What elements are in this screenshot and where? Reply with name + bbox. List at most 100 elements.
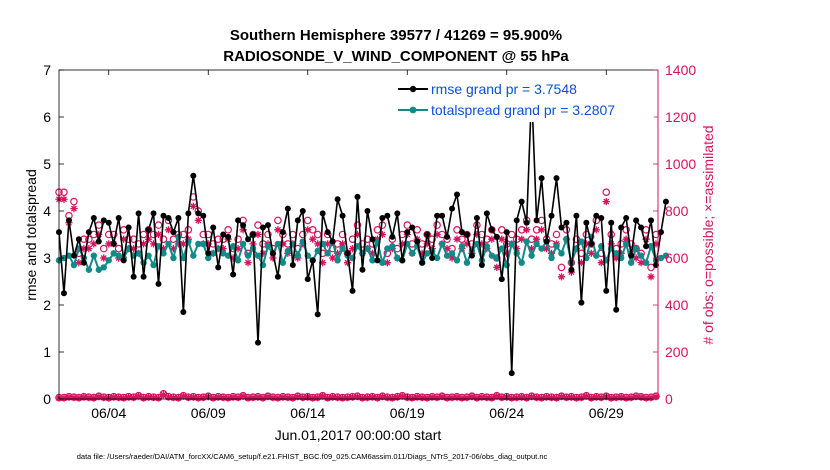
- obs-bottom-assimilated-marker: [358, 394, 367, 402]
- obs-bottom-assimilated-marker: [637, 393, 645, 401]
- y-right-tick-label: 0: [665, 391, 673, 407]
- totalspread-point: [369, 257, 376, 264]
- rmse-point: [384, 212, 391, 219]
- rmse-point: [150, 210, 157, 217]
- totalspread-point: [234, 257, 242, 264]
- rmse-point: [643, 243, 650, 250]
- totalspread-point: [339, 245, 346, 252]
- rmse-point: [503, 229, 510, 236]
- rmse-point: [389, 233, 396, 240]
- obs-bottom-assimilated-marker: [398, 392, 406, 400]
- obs-assimilated-marker: [518, 235, 526, 243]
- totalspread-point: [423, 250, 431, 257]
- obs-bottom-assimilated-marker: [80, 393, 88, 401]
- totalspread-point: [463, 259, 471, 266]
- y-right-tick-label: 1200: [665, 109, 696, 125]
- obs-assimilated-marker: [324, 240, 332, 248]
- totalspread-point: [324, 250, 331, 257]
- series-layer: [55, 88, 670, 402]
- totalspread-point: [210, 250, 217, 257]
- obs-bottom-assimilated-marker: [338, 394, 347, 402]
- totalspread-point: [200, 240, 207, 248]
- obs-assimilated-marker: [607, 240, 615, 248]
- obs-assimilated-marker: [353, 230, 362, 239]
- rmse-point: [279, 229, 286, 236]
- obs-possible-marker: [298, 230, 307, 239]
- obs-bottom-assimilated-marker: [513, 393, 521, 402]
- totalspread-point: [70, 261, 78, 269]
- obs-bottom-assimilated-marker: [95, 393, 103, 401]
- rmse-point: [245, 236, 252, 243]
- totalspread-point: [508, 240, 515, 248]
- obs-assimilated-marker: [348, 245, 357, 253]
- obs-assimilated-marker: [622, 235, 630, 243]
- rmse-point: [553, 175, 560, 182]
- rmse-point: [60, 290, 67, 297]
- obs-bottom-assimilated-marker: [199, 393, 207, 402]
- obs-possible-marker: [159, 235, 168, 244]
- obs-bottom-assimilated-marker: [154, 394, 163, 402]
- rmse-point: [259, 224, 266, 231]
- x-tick-label: 06/14: [290, 405, 325, 421]
- obs-bottom-assimilated-marker: [363, 393, 372, 402]
- obs-bottom-assimilated-marker: [463, 393, 471, 402]
- totalspread-point: [647, 243, 655, 250]
- x-tick-label: 06/04: [91, 405, 126, 421]
- rmse-point: [324, 229, 331, 236]
- rmse-point: [200, 212, 207, 219]
- rmse-point: [468, 252, 475, 259]
- obs-bottom-assimilated-marker: [488, 394, 496, 402]
- rmse-point: [299, 208, 306, 214]
- totalspread-point: [160, 250, 167, 257]
- obs-bottom-assimilated-marker: [334, 393, 342, 402]
- rmse-point: [90, 215, 97, 222]
- rmse-point: [180, 309, 187, 316]
- totalspread-point: [314, 247, 321, 255]
- obs-bottom-assimilated-marker: [219, 393, 227, 402]
- rmse-point: [240, 222, 247, 229]
- obs-assimilated-marker: [159, 245, 168, 253]
- obs-assimilated-marker: [229, 254, 237, 262]
- totalspread-point: [135, 250, 142, 257]
- obs-assimilated-marker: [537, 226, 546, 234]
- y-left-tick-label: 2: [43, 297, 51, 313]
- obs-bottom-assimilated-marker: [189, 393, 197, 401]
- totalspread-point: [548, 254, 555, 262]
- rmse-point: [414, 238, 421, 245]
- rmse-point: [304, 276, 311, 283]
- rmse-point: [309, 257, 316, 264]
- totalspread-point: [264, 243, 272, 250]
- obs-bottom-assimilated-marker: [408, 394, 416, 402]
- rmse-point: [354, 193, 361, 200]
- obs-bottom-assimilated-marker: [597, 393, 605, 402]
- totalspread-point: [433, 254, 441, 262]
- obs-assimilated-marker: [592, 226, 600, 234]
- obs-assimilated-marker: [493, 263, 501, 271]
- obs-possible-marker: [274, 216, 282, 225]
- obs-bottom-assimilated-marker: [169, 393, 178, 402]
- rmse-point: [598, 215, 605, 222]
- x-axis-label: Jun.01,2017 00:00:00 start: [275, 427, 442, 443]
- rmse-point: [419, 259, 426, 266]
- rmse-point: [379, 215, 386, 222]
- rmse-point: [160, 212, 167, 219]
- obs-assimilated-marker: [398, 240, 406, 248]
- obs-bottom-assimilated-marker: [110, 393, 118, 401]
- obs-bottom-assimilated-marker: [478, 393, 486, 401]
- obs-bottom-assimilated-marker: [617, 393, 625, 401]
- obs-possible-marker: [109, 230, 118, 239]
- obs-assimilated-marker: [577, 259, 585, 267]
- rmse-point: [100, 217, 107, 224]
- totalspread-point: [637, 252, 645, 259]
- obs-bottom-assimilated-marker: [577, 393, 585, 402]
- obs-assimilated-marker: [130, 245, 138, 253]
- y-axis-left-label: rmse and totalspread: [23, 169, 39, 301]
- obs-bottom-assimilated-marker: [572, 394, 581, 402]
- rmse-point: [145, 226, 152, 233]
- obs-assimilated-marker: [473, 230, 481, 239]
- obs-bottom-assimilated-marker: [284, 393, 292, 402]
- totalspread-point: [170, 254, 177, 262]
- totalspread-point: [85, 266, 93, 273]
- totalspread-point: [513, 250, 520, 257]
